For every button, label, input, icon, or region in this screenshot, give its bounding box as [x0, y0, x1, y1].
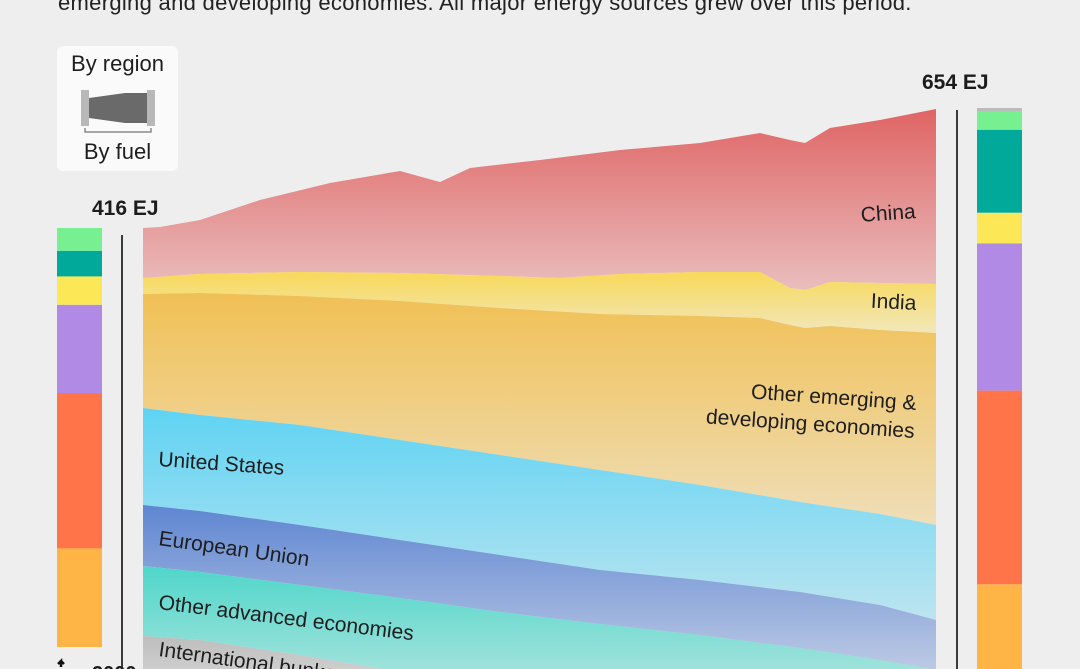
- by-region-option[interactable]: By region: [71, 51, 164, 76]
- axis-arrow-icon: [57, 657, 65, 667]
- chart-subtitle: emerging and developing economies. All m…: [58, 0, 912, 15]
- start-year-label: 2000: [92, 663, 137, 669]
- end-fuel-bar-segment-2[interactable]: [977, 243, 1022, 391]
- start-fuel-bar-segment-4[interactable]: [57, 250, 102, 277]
- toggle-switch-icon[interactable]: [81, 88, 155, 136]
- united-states-area[interactable]: [143, 408, 936, 620]
- india-label: India: [870, 290, 917, 315]
- start-fuel-bar-segment-3[interactable]: [57, 276, 102, 305]
- end-fuel-bar-segment-0[interactable]: [977, 584, 1022, 669]
- china-area[interactable]: [143, 109, 936, 290]
- view-toggle[interactable]: By region By fuel: [57, 46, 178, 171]
- other-emerging-area[interactable]: [143, 293, 936, 525]
- end-total-label: 654 EJ: [922, 71, 989, 94]
- end-fuel-bar-segment-5[interactable]: [977, 111, 1022, 130]
- end-fuel-bar-segment-4[interactable]: [977, 129, 1022, 213]
- china-label: China: [860, 200, 917, 227]
- international-bunkers-area[interactable]: [143, 636, 936, 669]
- by-fuel-option[interactable]: By fuel: [83, 139, 152, 164]
- start-total-label: 416 EJ: [92, 197, 159, 220]
- european-union-area[interactable]: [143, 505, 936, 669]
- other-advanced-area[interactable]: [143, 566, 936, 669]
- end-fuel-bar-segment-6[interactable]: [977, 108, 1022, 111]
- start-fuel-bar-segment-2[interactable]: [57, 304, 102, 393]
- end-fuel-bar-segment-3[interactable]: [977, 212, 1022, 244]
- end-fuel-bar-segment-1[interactable]: [977, 390, 1022, 585]
- india-area[interactable]: [143, 272, 936, 333]
- start-fuel-bar-segment-1[interactable]: [57, 392, 102, 549]
- start-fuel-bar-segment-5[interactable]: [57, 228, 102, 251]
- start-fuel-bar-segment-0[interactable]: [57, 548, 102, 647]
